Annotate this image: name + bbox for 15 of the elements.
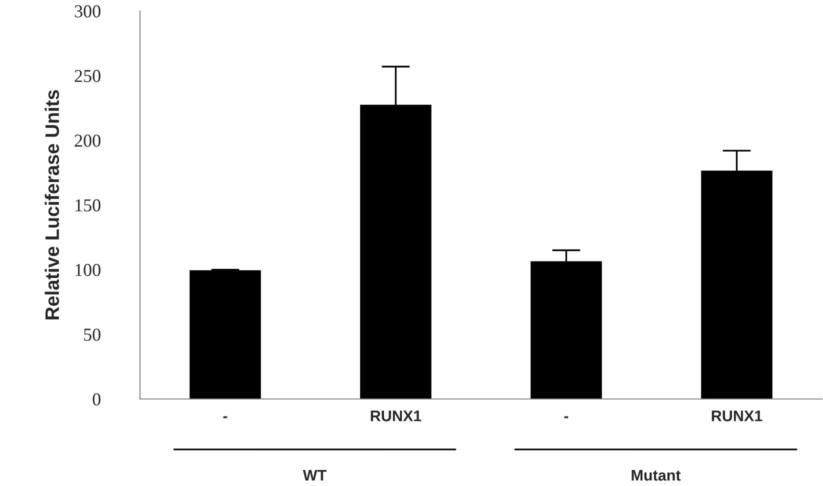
y-axis-title: Relative Luciferase Units	[44, 90, 60, 320]
x-tick-label: RUNX1	[370, 410, 422, 422]
y-tick-label: 200	[74, 134, 100, 147]
text: WT	[302, 470, 326, 481]
y-tick-label: 100	[76, 264, 100, 276]
text: Mutant	[632, 470, 681, 481]
x-tick-label: -	[564, 416, 568, 418]
y-tick-label: 0	[92, 393, 100, 406]
y-tick-label: 250	[74, 70, 100, 82]
y-tick-label: 300	[74, 5, 100, 18]
y-tick-label: 50	[84, 328, 100, 341]
bar	[190, 270, 261, 399]
x-tick-label: -	[223, 416, 228, 418]
y-tick-label: 150	[76, 199, 100, 212]
x-tick-label: RUNX1	[712, 410, 762, 422]
